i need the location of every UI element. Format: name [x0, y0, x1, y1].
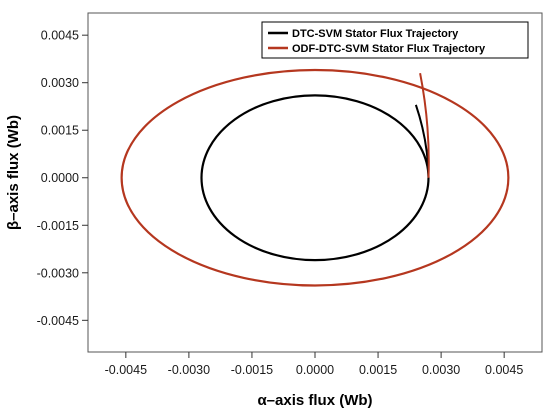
x-tick-label: -0.0045	[105, 363, 147, 377]
series-2-trajectory	[120, 68, 510, 287]
y-tick-label: -0.0015	[37, 219, 79, 233]
y-tick-label: 0.0030	[41, 76, 79, 90]
y-tick-label: -0.0030	[37, 266, 79, 280]
x-axis-title: α–axis flux (Wb)	[257, 392, 372, 409]
x-tick-label: 0.0000	[296, 363, 334, 377]
x-tick-label: 0.0030	[422, 363, 460, 377]
series-2	[120, 68, 510, 287]
x-tick-label: -0.0015	[231, 363, 273, 377]
y-tick-label: 0.0015	[41, 124, 79, 138]
y-axis-title: β–axis flux (Wb)	[5, 115, 22, 230]
y-tick-label: 0.0045	[41, 29, 79, 43]
legend-entry-1: DTC-SVM Stator Flux Trajectory	[268, 28, 459, 40]
x-tick-label: -0.0030	[168, 363, 210, 377]
series-2-startup-transient	[419, 73, 430, 178]
legend-entry-2: ODF-DTC-SVM Stator Flux Trajectory	[268, 43, 486, 55]
x-tick-label: 0.0045	[485, 363, 523, 377]
x-tick-label: 0.0015	[359, 363, 397, 377]
legend-label: DTC-SVM Stator Flux Trajectory	[292, 28, 459, 40]
legend-label: ODF-DTC-SVM Stator Flux Trajectory	[292, 43, 486, 55]
y-tick-label: -0.0045	[37, 314, 79, 328]
plot-area	[87, 12, 543, 353]
legend: DTC-SVM Stator Flux Trajectory ODF-DTC-SV…	[261, 21, 529, 59]
y-tick-label: 0.0000	[41, 171, 79, 185]
